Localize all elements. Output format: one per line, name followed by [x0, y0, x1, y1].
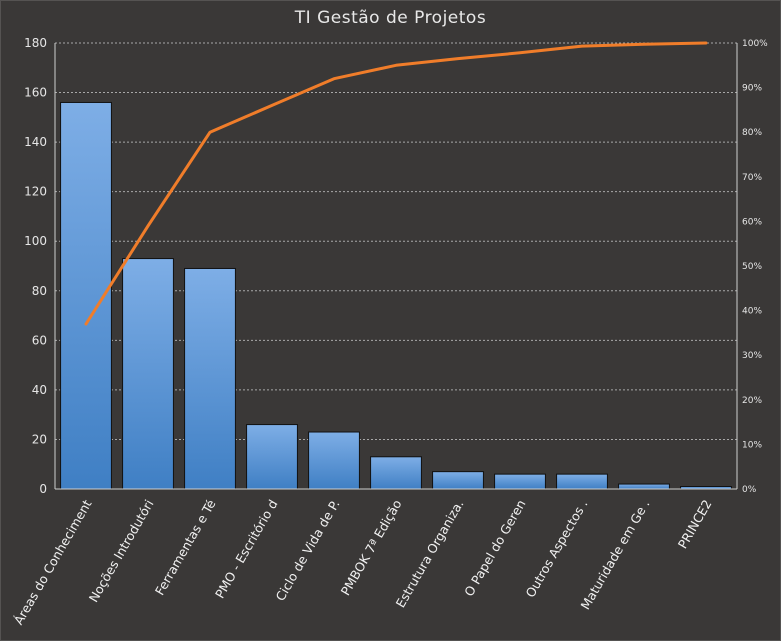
bars — [60, 101, 732, 490]
category-label: Maturidade em Ge . — [577, 497, 652, 612]
y-tick-label: 60 — [32, 333, 47, 347]
grid-lines — [55, 42, 737, 440]
axes: 0 20 40 60 80 100 120 140 160 180 0% 10% 20% 30% 40% 50… — [24, 36, 768, 496]
y2-tick-label: 30% — [742, 351, 762, 361]
chart-title: TI Gestão de Projetos — [294, 8, 487, 28]
y-tick-label: 140 — [24, 135, 47, 149]
y2-tick-label: 90% — [742, 84, 762, 94]
bar — [494, 473, 546, 490]
bar — [618, 483, 670, 490]
category-label: Áreas do Conheciment — [11, 497, 95, 627]
y2-tick-label: 0% — [742, 485, 757, 495]
y2-tick-label: 50% — [742, 262, 762, 272]
category-label: Ferramentas e Té — [152, 497, 219, 598]
y2-tick-label: 60% — [742, 217, 762, 227]
bar — [308, 431, 360, 490]
y-tick-label: 80 — [32, 284, 47, 298]
y2-tick-label: 70% — [742, 173, 762, 183]
y-tick-label: 120 — [24, 185, 47, 199]
y-tick-label: 160 — [24, 86, 47, 100]
y-tick-label: 0 — [39, 482, 47, 496]
category-label: Outros Aspectos . — [522, 497, 590, 600]
category-label: Ciclo de Vida de P. — [272, 497, 342, 603]
category-label: O Papel do Geren — [461, 497, 528, 599]
y-tick-label: 100 — [24, 234, 47, 248]
y-tick-label: 20 — [32, 432, 47, 446]
bar — [370, 456, 422, 490]
bar — [246, 424, 298, 490]
cumulative-percent-line — [84, 41, 708, 326]
category-label: Estrutura Organiza. — [393, 497, 467, 610]
category-label: PRINCE2 — [675, 497, 715, 551]
y2-tick-label: 100% — [742, 39, 768, 49]
category-label: PMO - Escritório d — [212, 497, 281, 601]
bar — [184, 267, 236, 490]
y-tick-label: 40 — [32, 383, 47, 397]
cumulative-line — [84, 41, 708, 326]
category-label: PMBOK 7ª Edição — [338, 497, 405, 598]
category-label: Noções Introdutóri — [86, 497, 157, 605]
y-tick-label: 180 — [24, 36, 47, 50]
y2-tick-label: 40% — [742, 307, 762, 317]
bar — [556, 473, 608, 490]
bar — [432, 471, 484, 490]
y2-tick-label: 20% — [742, 396, 762, 406]
y2-tick-label: 10% — [742, 440, 762, 450]
bar — [122, 258, 174, 490]
y2-tick-label: 80% — [742, 128, 762, 138]
